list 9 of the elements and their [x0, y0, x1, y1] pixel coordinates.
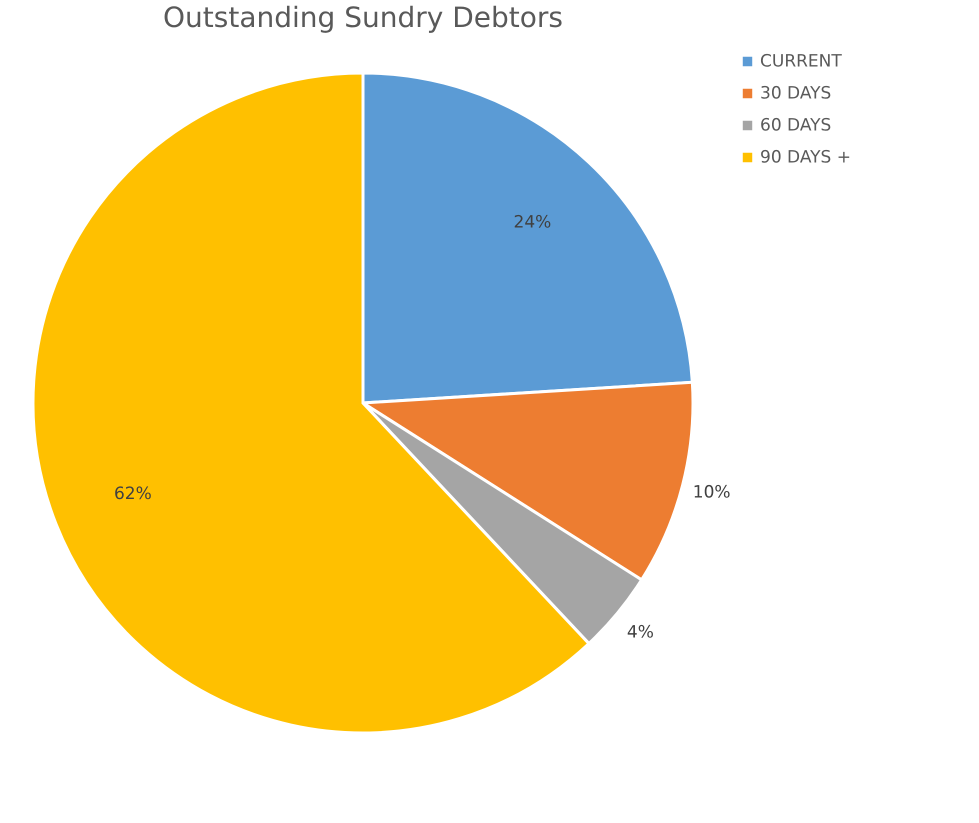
legend-label: 60 DAYS: [760, 116, 832, 136]
chart-title: Outstanding Sundry Debtors: [163, 1, 563, 34]
data-label: 4%: [626, 622, 654, 642]
data-label: 62%: [114, 484, 152, 504]
data-label: 24%: [514, 212, 552, 233]
legend-label: 90 DAYS +: [760, 148, 851, 168]
legend-label: 30 DAYS: [760, 84, 832, 104]
data-label: 10%: [692, 482, 731, 503]
legend-label: CURRENT: [760, 52, 842, 72]
